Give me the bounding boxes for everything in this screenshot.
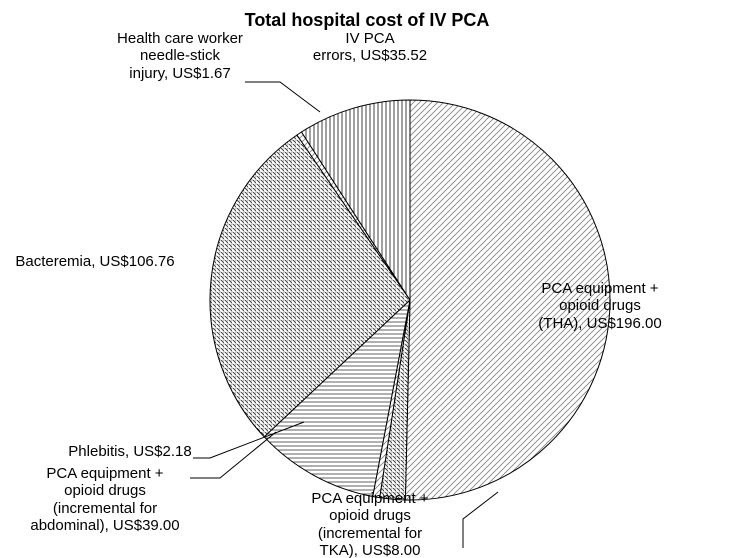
slice-label: Phlebitis, US$2.18 xyxy=(30,443,230,460)
slice-label: PCA equipment + opioid drugs (incrementa… xyxy=(5,465,205,534)
slice-label: PCA equipment + opioid drugs (THA), US$1… xyxy=(500,280,700,332)
slice-label: IV PCA errors, US$35.52 xyxy=(270,30,470,65)
leader-line xyxy=(245,82,320,112)
slice-label: PCA equipment + opioid drugs (incrementa… xyxy=(270,490,470,558)
slice-label: Health care worker needle-stick injury, … xyxy=(80,30,280,82)
slice-label: Bacteremia, US$106.76 xyxy=(0,253,195,270)
